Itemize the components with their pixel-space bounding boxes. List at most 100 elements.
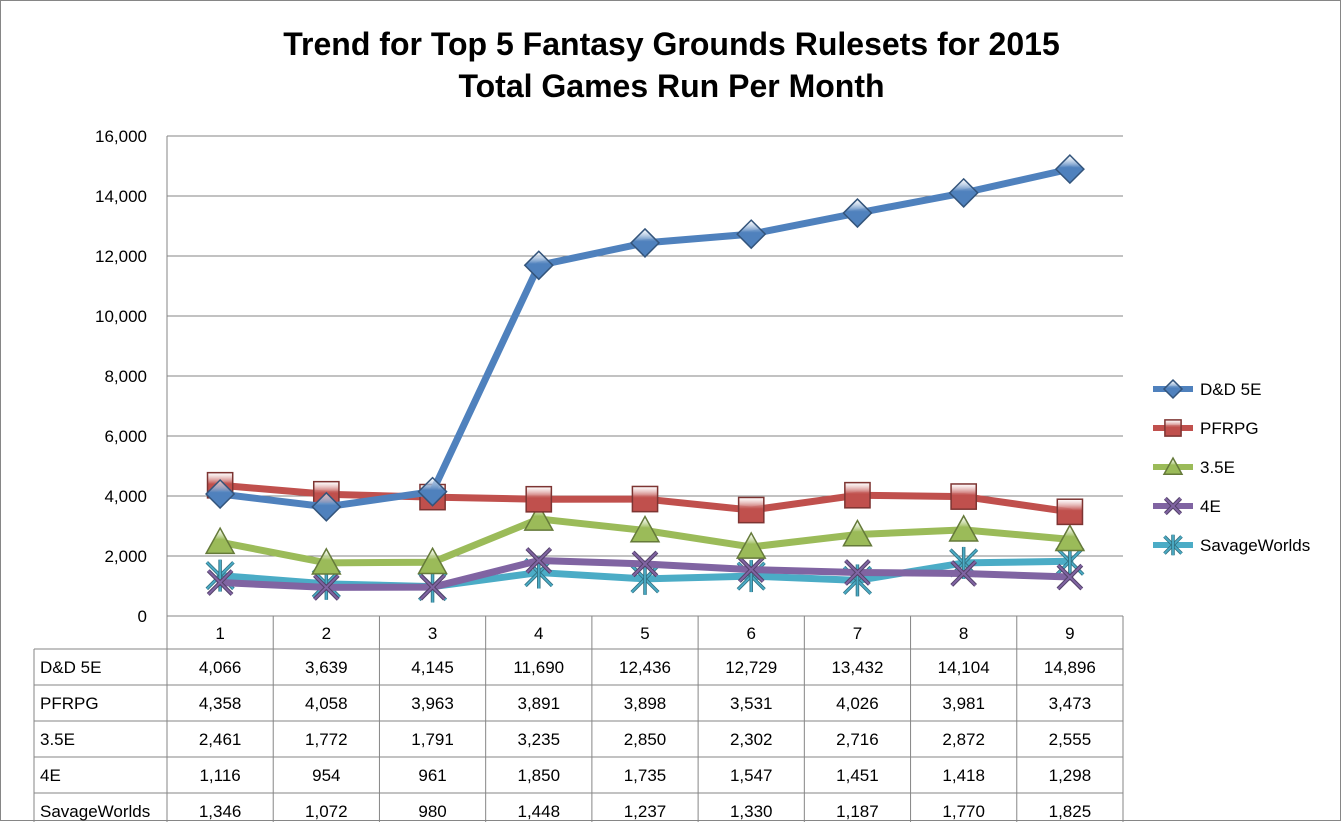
table-cell-value: 12,436 xyxy=(619,658,671,677)
table-cell-value: 3,531 xyxy=(730,694,773,713)
table-cell-value: 2,555 xyxy=(1049,730,1092,749)
data-point xyxy=(206,569,234,596)
marker-stroke xyxy=(526,547,552,574)
marker-stroke xyxy=(951,560,977,587)
table-row-label: D&D 5E xyxy=(40,658,101,677)
data-point xyxy=(417,476,448,507)
table-cell-value: 1,346 xyxy=(199,802,242,821)
marker-stroke xyxy=(1164,497,1182,515)
table-cell-value: 14,104 xyxy=(938,658,990,677)
data-point xyxy=(736,219,767,250)
legend-label: 4E xyxy=(1200,497,1221,516)
data-table: 1 2 3 4 5 6 7 8 9 D&D 5E 4,066 3,639 4,145 11,690 12,4… xyxy=(33,615,1124,822)
data-point xyxy=(1056,498,1084,526)
data-point xyxy=(842,197,873,229)
legend-item: 3.5E xyxy=(1153,456,1235,477)
table-cell-value: 2,302 xyxy=(730,730,773,749)
legend-item: SavageWorlds xyxy=(1153,534,1310,556)
legend-marker xyxy=(1164,419,1182,437)
table-cell-value: 2,850 xyxy=(624,730,667,749)
table-cell-value: 3,891 xyxy=(518,694,561,713)
table-cell-value: 1,772 xyxy=(305,730,348,749)
table-cell-value: 1,330 xyxy=(730,802,773,821)
marker-stroke xyxy=(1057,564,1083,590)
data-point xyxy=(737,496,765,524)
data-point xyxy=(1054,154,1085,185)
marker-stroke xyxy=(844,559,871,586)
table-cell-value: 2,716 xyxy=(836,730,879,749)
x-category-label: 7 xyxy=(853,624,862,643)
y-tick-label: 16,000 xyxy=(95,127,147,146)
legend-marker xyxy=(1163,534,1183,556)
table-cell-value: 1,418 xyxy=(942,766,985,785)
y-tick-label: 10,000 xyxy=(95,307,147,326)
table-cell-value: 3,473 xyxy=(1049,694,1092,713)
legend-item: PFRPG xyxy=(1153,419,1259,438)
x-category-label: 8 xyxy=(959,624,968,643)
legend: D&D 5E PFRPG 3.5E 4E SavageWorlds xyxy=(1153,378,1310,556)
legend-label: PFRPG xyxy=(1200,419,1259,438)
table-cell-value: 3,235 xyxy=(518,730,561,749)
data-point xyxy=(842,518,873,547)
y-tick-label: 0 xyxy=(138,607,147,626)
data-point xyxy=(844,481,871,509)
table-cell-value: 1,448 xyxy=(518,802,561,821)
data-point xyxy=(523,503,555,531)
series-4e xyxy=(206,547,1084,601)
data-point xyxy=(311,567,341,600)
table-cell-value: 2,461 xyxy=(199,730,242,749)
marker-stroke xyxy=(419,574,446,600)
data-point xyxy=(525,485,553,513)
legend-marker xyxy=(1162,456,1184,475)
marker-stroke xyxy=(632,551,658,577)
marker-stroke xyxy=(313,574,339,600)
table-cell-value: 1,298 xyxy=(1049,766,1092,785)
series-pfrpg xyxy=(206,471,1084,526)
table-cell-value: 3,898 xyxy=(624,694,667,713)
series-group xyxy=(204,154,1086,603)
data-point xyxy=(735,531,767,559)
table-cell-value: 1,072 xyxy=(305,802,348,821)
table-row-label: SavageWorlds xyxy=(40,802,150,821)
table-cell-value: 14,896 xyxy=(1044,658,1096,677)
data-point xyxy=(629,514,661,543)
y-tick-label: 12,000 xyxy=(95,247,147,266)
data-point xyxy=(419,573,446,601)
chart-subtitle: Total Games Run Per Month xyxy=(458,68,885,104)
chart-title: Trend for Top 5 Fantasy Grounds Rulesets… xyxy=(283,26,1060,62)
table-cell-value: 2,872 xyxy=(942,730,985,749)
table-cell-value: 11,690 xyxy=(513,658,564,677)
data-point xyxy=(204,526,236,555)
table-cell-value: 4,358 xyxy=(199,694,242,713)
legend-item: 4E xyxy=(1153,496,1221,516)
y-tick-label: 6,000 xyxy=(104,427,147,446)
table-cell-value: 1,850 xyxy=(518,766,561,785)
y-tick-label: 14,000 xyxy=(95,187,147,206)
table-cell-value: 12,729 xyxy=(725,658,777,677)
data-point xyxy=(948,514,979,542)
table-cell-value: 4,026 xyxy=(836,694,879,713)
y-axis-ticks: 0 2,000 4,000 6,000 8,000 10,000 12,000 14,000 1… xyxy=(95,127,147,626)
x-category-label: 6 xyxy=(746,624,755,643)
data-point xyxy=(629,227,661,258)
data-point xyxy=(311,547,342,575)
table-cell-value: 1,116 xyxy=(199,766,240,785)
table-cell-value: 1,237 xyxy=(624,802,667,821)
table-cell-value: 3,981 xyxy=(942,694,985,713)
y-tick-label: 2,000 xyxy=(104,547,147,566)
table-cell-value: 4,058 xyxy=(305,694,348,713)
data-point xyxy=(1056,563,1084,591)
marker-stroke xyxy=(207,569,233,596)
table-cell-value: 1,791 xyxy=(411,730,454,749)
table-cell-value: 1,825 xyxy=(1049,802,1092,821)
data-point xyxy=(525,547,553,574)
table-cell-value: 1,547 xyxy=(730,766,773,785)
data-point xyxy=(950,560,977,587)
legend-label: 3.5E xyxy=(1200,458,1235,477)
data-point xyxy=(417,546,448,575)
series-d-d-5e xyxy=(205,154,1085,522)
data-point xyxy=(737,556,765,583)
table-cell-value: 1,735 xyxy=(624,766,667,785)
